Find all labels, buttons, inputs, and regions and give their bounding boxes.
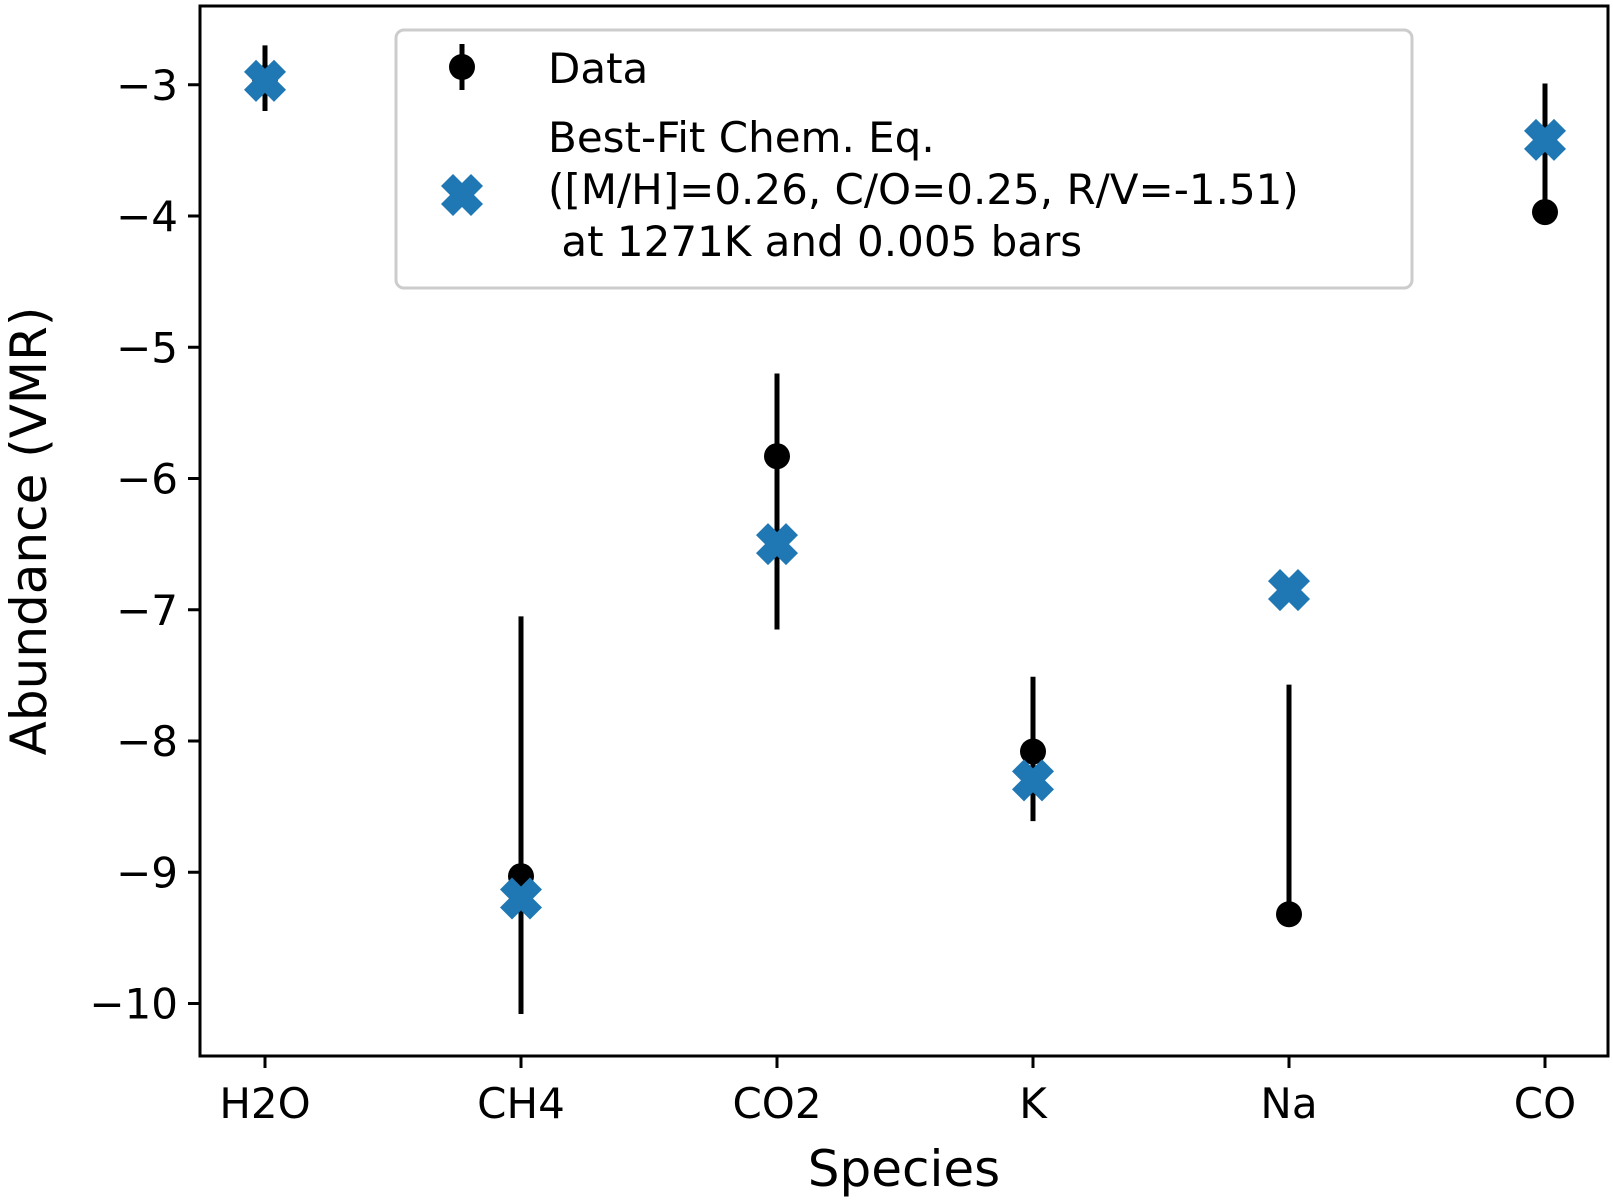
legend-fit-label-line: Best-Fit Chem. Eq. bbox=[548, 113, 935, 162]
y-tick-label: −3 bbox=[116, 61, 178, 110]
data-point bbox=[764, 443, 790, 470]
legend-fit-label-line: at 1271K and 0.005 bars bbox=[548, 217, 1082, 266]
x-axis-ticks: H2O CH4 CO2 K Na CO bbox=[219, 1056, 1576, 1128]
legend-data-label: Data bbox=[548, 44, 648, 93]
y-tick-label: −5 bbox=[116, 323, 178, 372]
data-point bbox=[1276, 901, 1302, 928]
legend-fit-marker bbox=[440, 173, 484, 217]
data-point bbox=[1020, 738, 1046, 765]
data-point bbox=[1532, 199, 1558, 226]
legend-fit-label-line: ([M/H]=0.26, C/O=0.25, R/V=-1.51) bbox=[548, 165, 1299, 214]
x-axis-label: Species bbox=[808, 1140, 1000, 1198]
legend-fit-label: Best-Fit Chem. Eq. ([M/H]=0.26, C/O=0.25,… bbox=[548, 113, 1299, 266]
legend-x-marker bbox=[440, 173, 484, 217]
y-tick-label: −8 bbox=[116, 717, 178, 766]
plot-frame bbox=[198, 4, 1610, 1058]
x-tick-label: Na bbox=[1260, 1079, 1317, 1128]
best-fit-marker bbox=[243, 59, 287, 102]
best-fit-marker bbox=[1523, 118, 1567, 161]
y-tick-label: −6 bbox=[116, 455, 178, 504]
best-fit-marker bbox=[1011, 759, 1055, 802]
legend-box bbox=[394, 28, 1414, 290]
x-tick-label: CH4 bbox=[477, 1079, 565, 1128]
legend-data-marker bbox=[449, 44, 475, 90]
x-tick-label: H2O bbox=[219, 1079, 310, 1128]
legend: Data Best-Fit Chem. Eq. ([M/H]=0.26, C/O=… bbox=[394, 28, 1414, 290]
y-tick-label: −7 bbox=[116, 586, 178, 635]
y-tick-label: −10 bbox=[89, 980, 178, 1029]
x-tick-label: CO bbox=[1514, 1079, 1576, 1128]
legend-data-point bbox=[449, 54, 475, 80]
y-axis-label: Abundance (VMR) bbox=[0, 307, 58, 756]
y-axis-ticks: −10 −9 −8 −7 −6 −5 −4 −3 bbox=[89, 61, 200, 1029]
best-fit-marker bbox=[755, 523, 799, 566]
best-fit-marker bbox=[1267, 569, 1311, 612]
x-tick-label: CO2 bbox=[732, 1079, 821, 1128]
data-marks bbox=[243, 45, 1567, 1014]
x-tick-label: K bbox=[1019, 1079, 1048, 1128]
y-tick-label: −4 bbox=[116, 192, 178, 241]
y-tick-label: −9 bbox=[116, 848, 178, 897]
best-fit-marker bbox=[499, 877, 543, 920]
